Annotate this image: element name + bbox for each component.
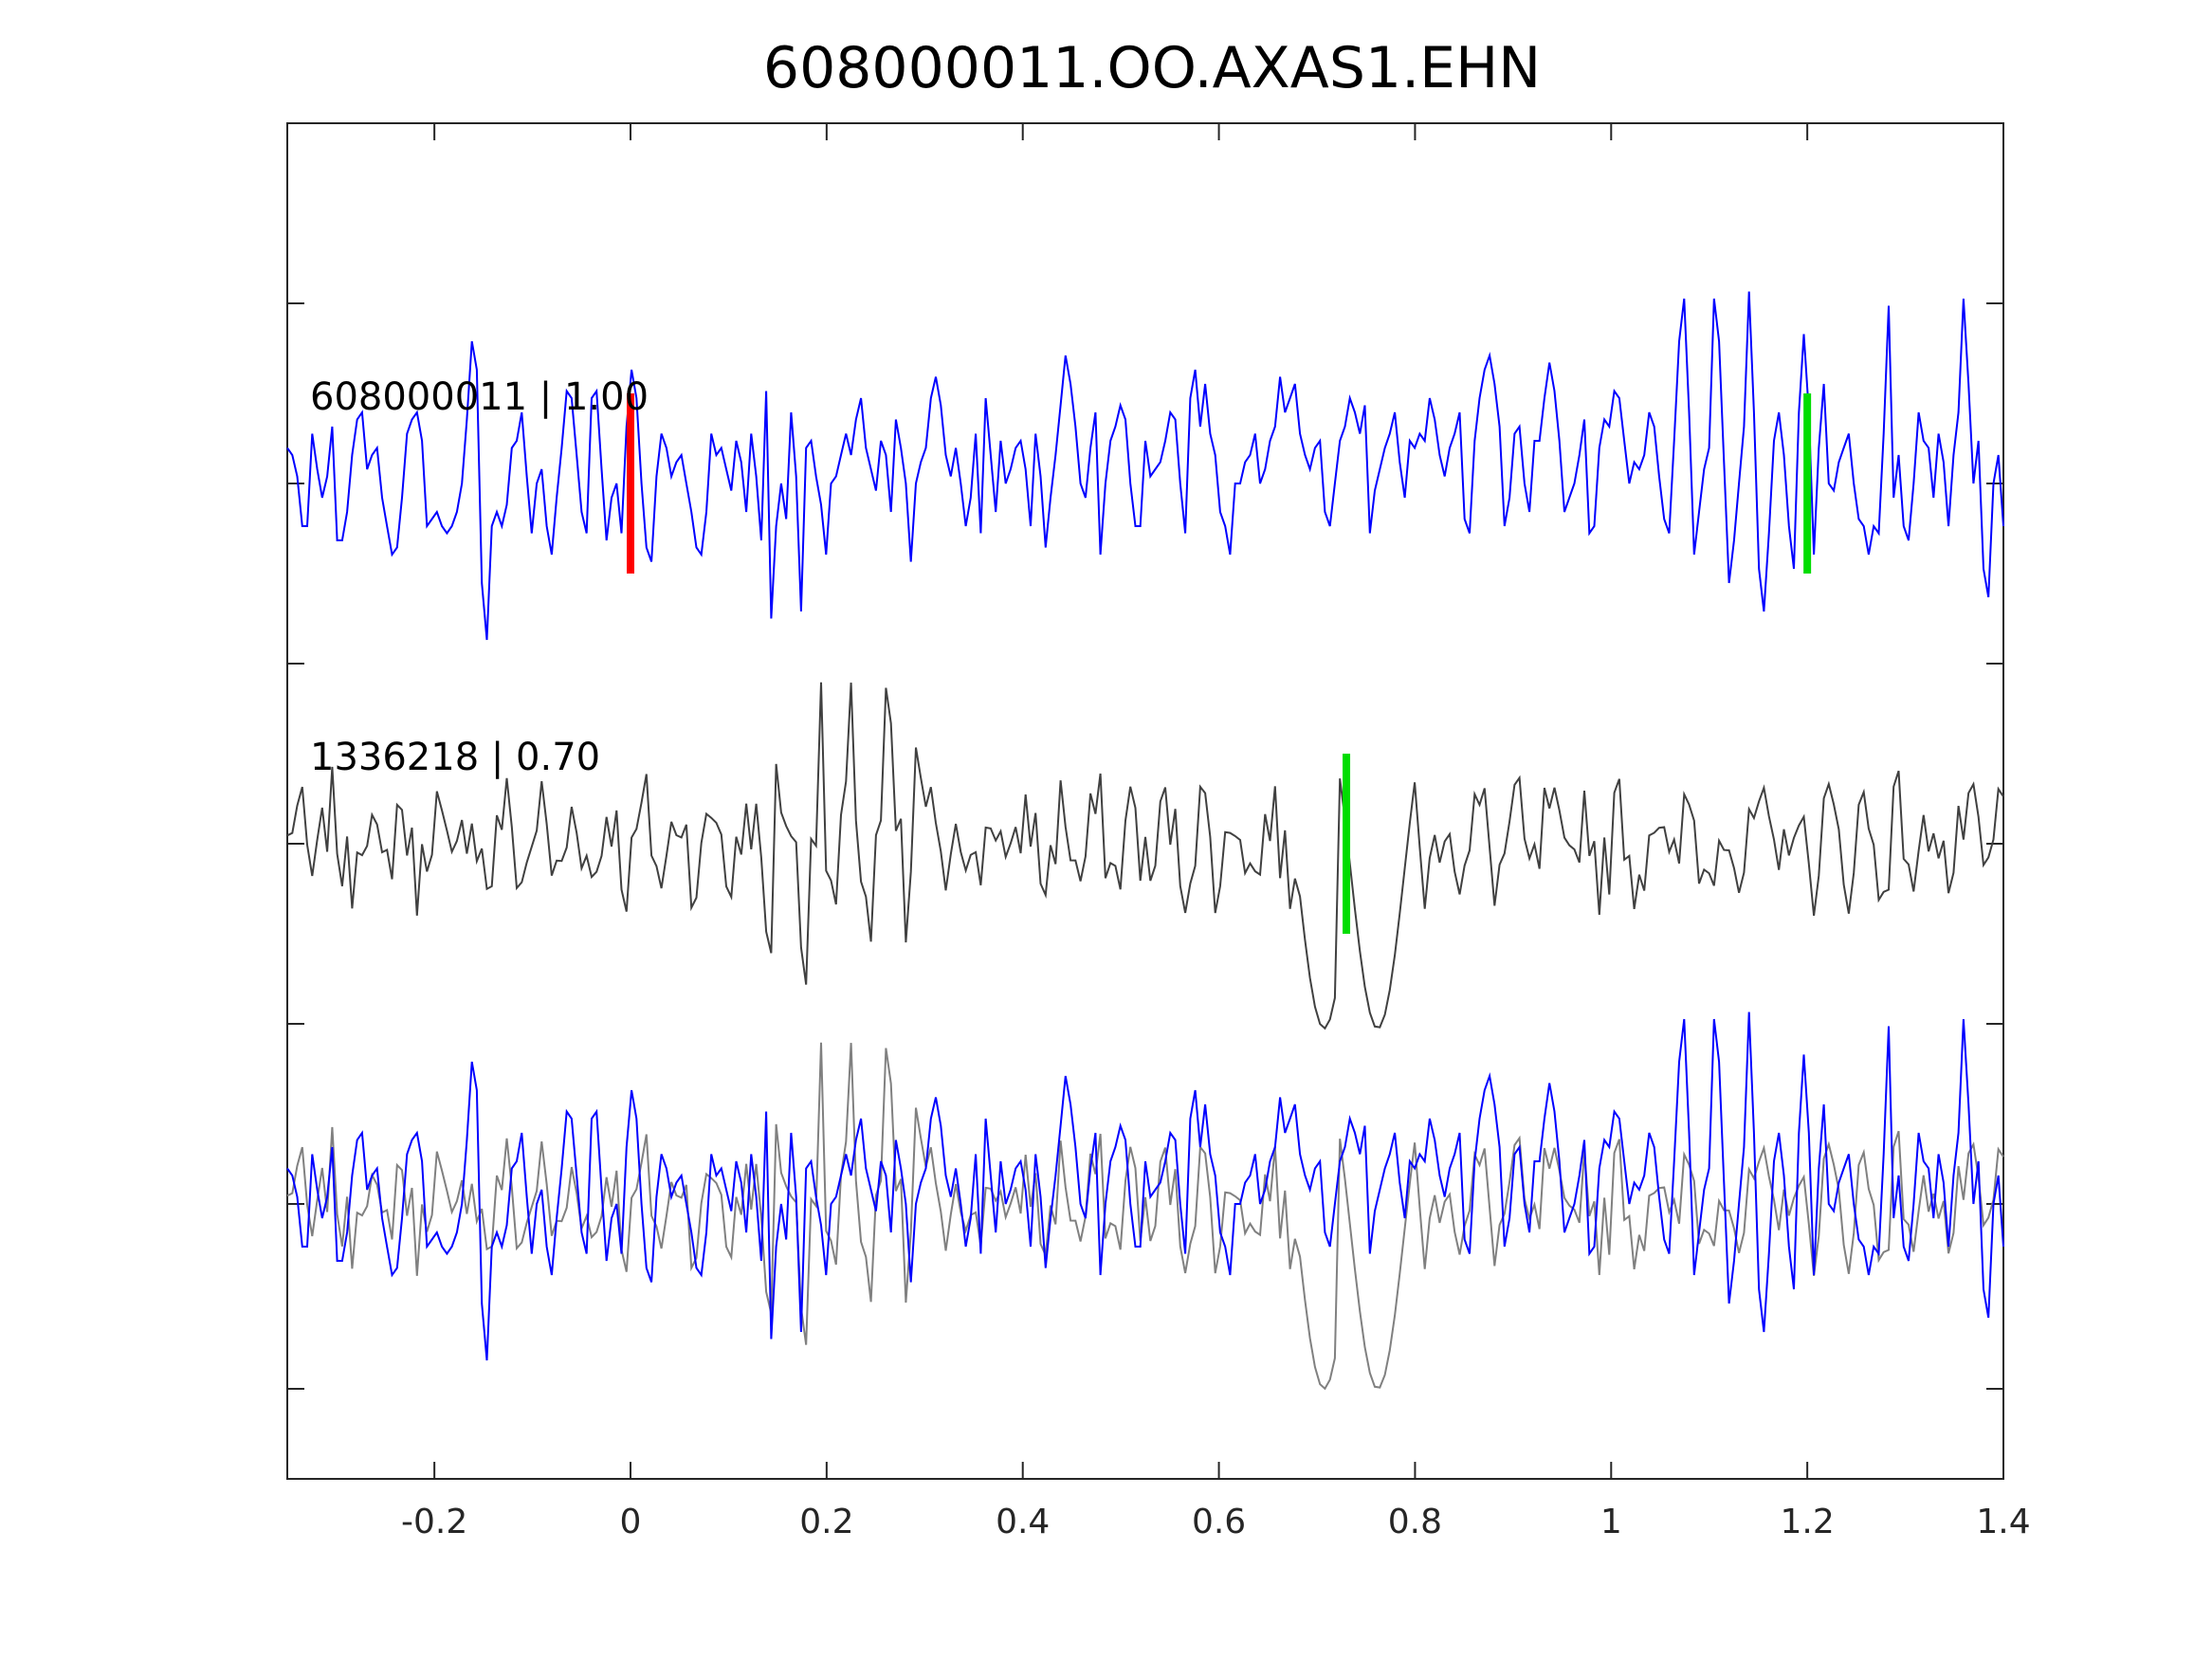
x-tick-label: 0.4	[996, 1503, 1050, 1541]
overlay-trace-gray	[286, 1042, 2004, 1391]
x-tick-label: 1.2	[1781, 1503, 1835, 1541]
trace-labels: 608000011 | 1.00 1336218 | 0.70	[310, 375, 649, 779]
x-tick-label: 0	[620, 1503, 642, 1541]
x-tick-label: -0.2	[401, 1503, 467, 1541]
x-tick-label: 1	[1600, 1503, 1622, 1541]
chart-title: 608000011.OO.AXAS1.EHN	[763, 35, 1541, 101]
x-tick-label: 0.6	[1192, 1503, 1246, 1541]
trace-panels	[286, 291, 2004, 1391]
plot-frame	[286, 122, 2004, 1480]
x-tick-label: 1.4	[1976, 1503, 2030, 1541]
pick-markers	[627, 393, 1812, 934]
trace-1336218	[286, 682, 2004, 1030]
x-tick-label: 0.2	[799, 1503, 853, 1541]
trace-608000011	[286, 291, 2004, 641]
x-tick-label: 0.8	[1388, 1503, 1442, 1541]
trace-label-1: 1336218 | 0.70	[310, 736, 600, 779]
overlay-trace-blue	[286, 1012, 2004, 1361]
x-axis: -0.2 0 0.2 0.4 0.6 0.8 1 1.2 1.4	[401, 123, 2031, 1541]
trace-label-0: 608000011 | 1.00	[310, 375, 649, 419]
